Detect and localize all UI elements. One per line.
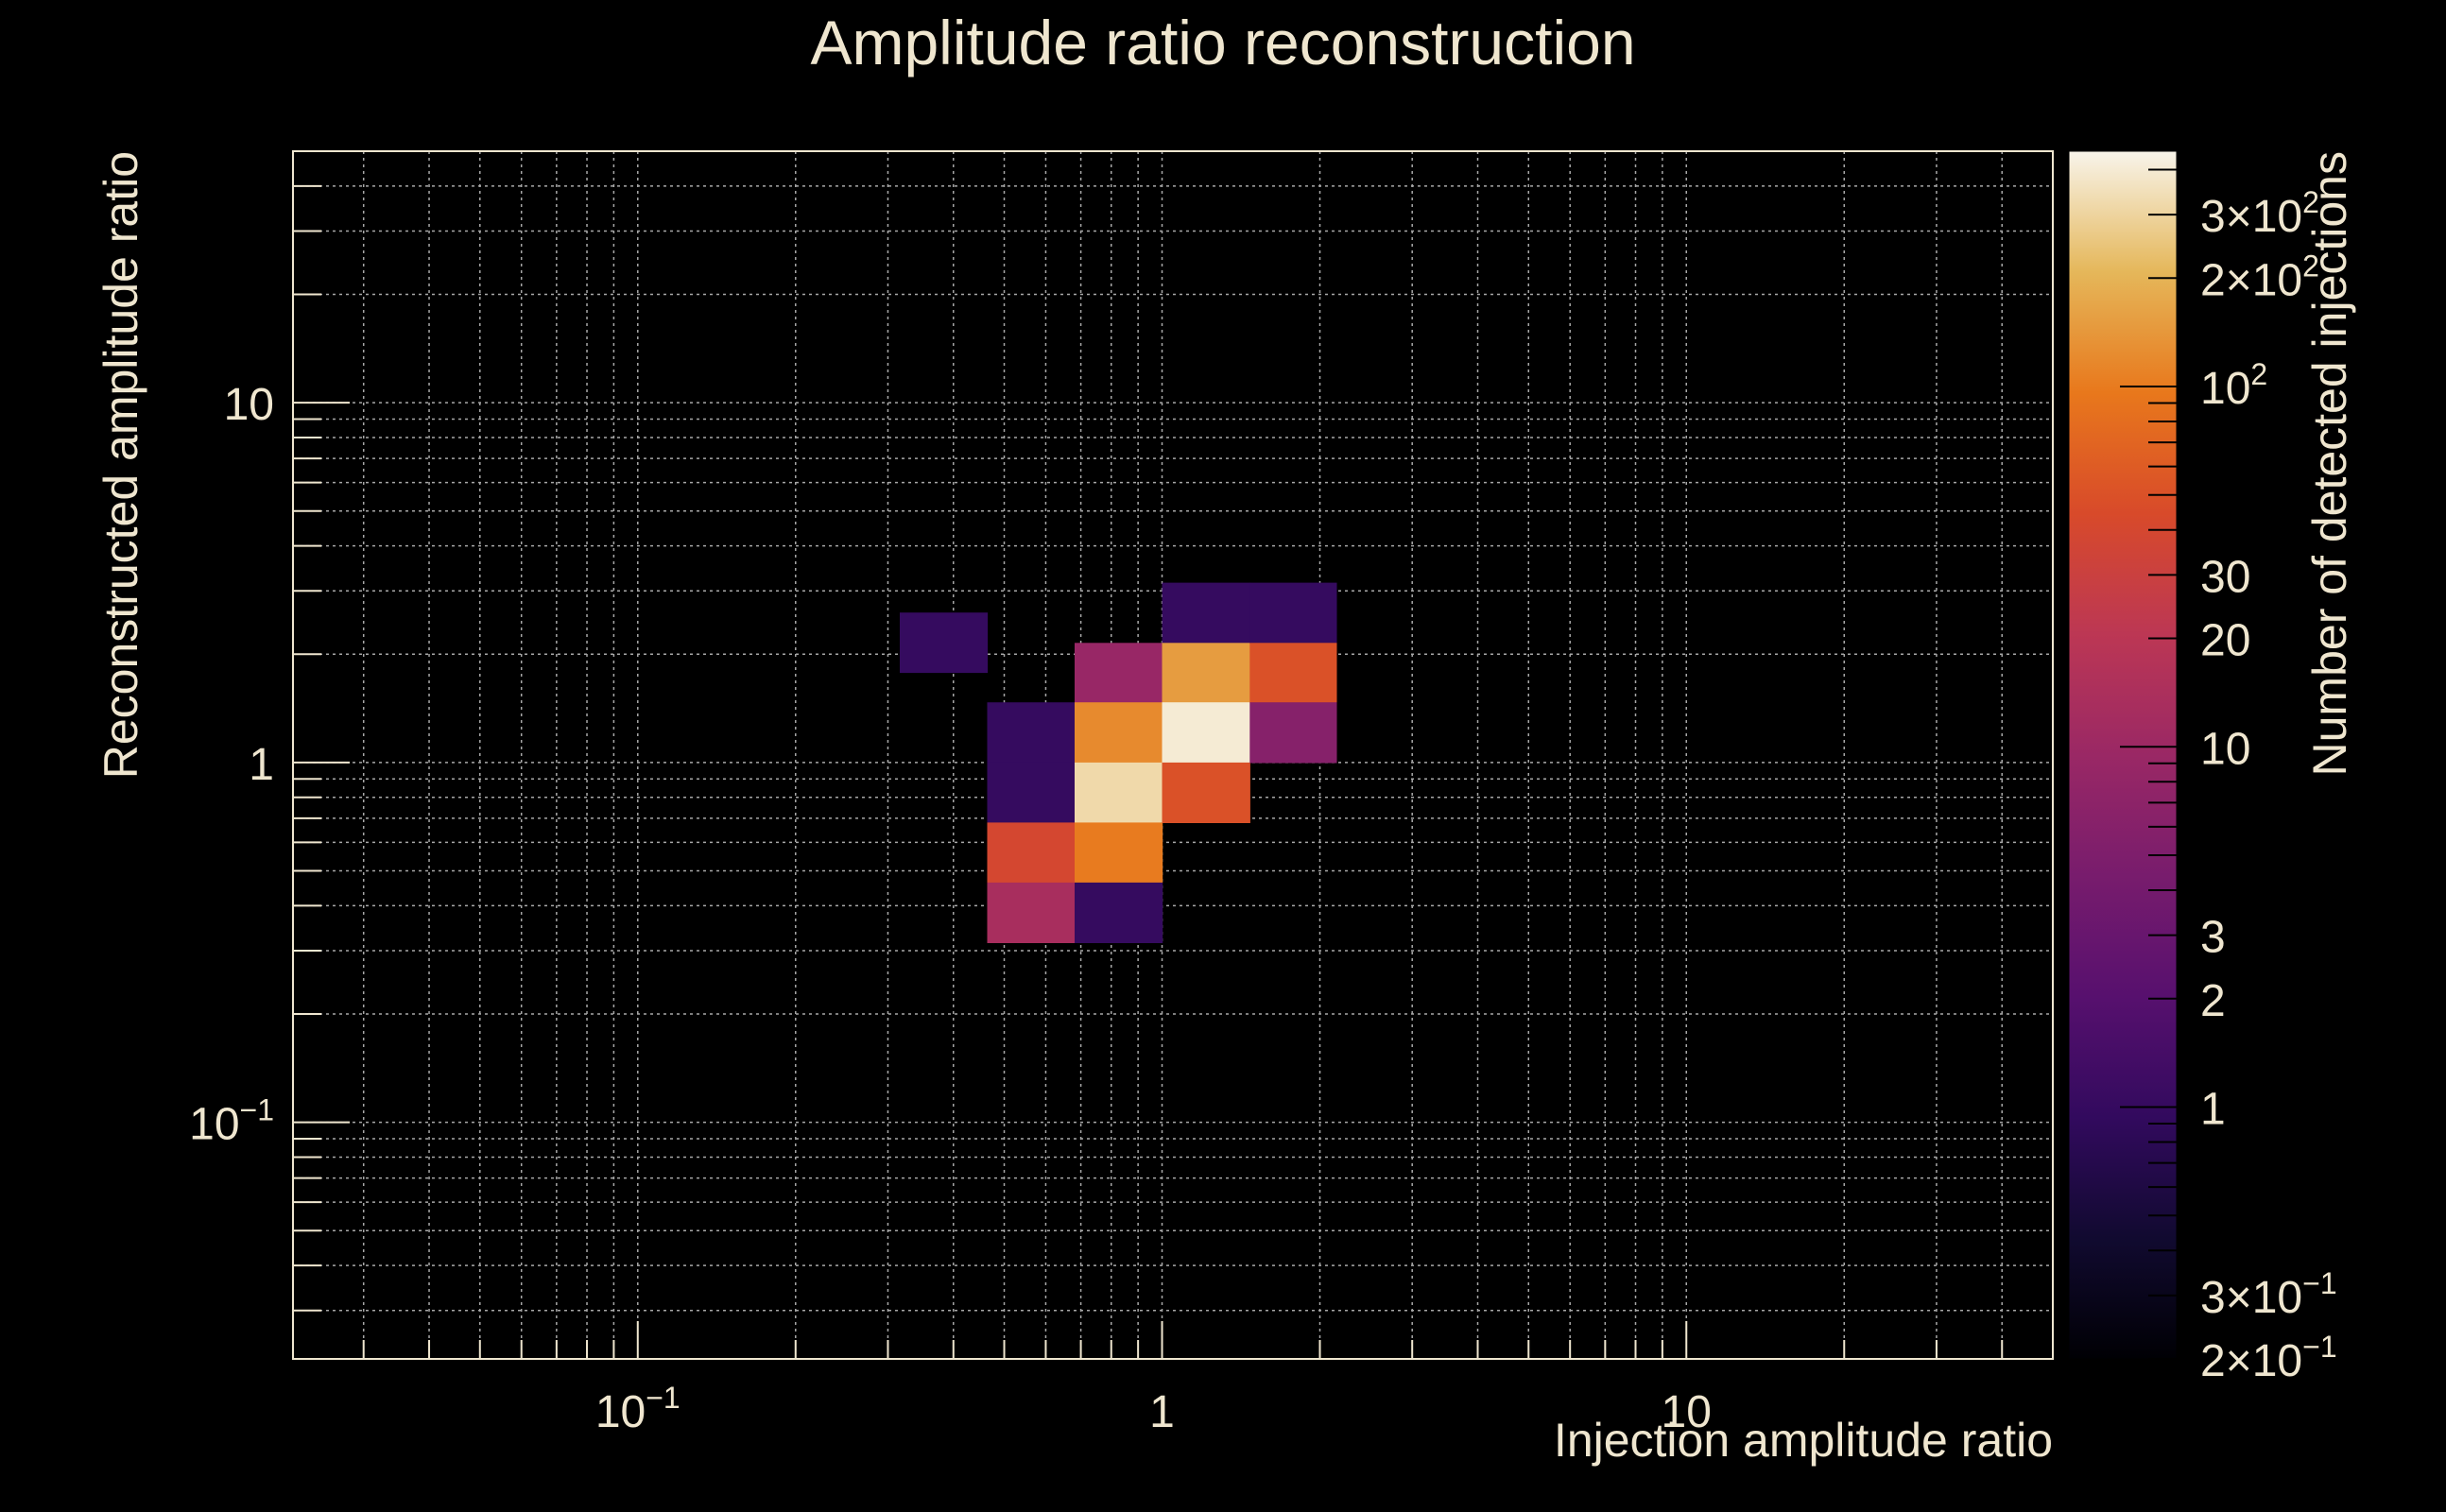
heatmap-bin [900,612,989,674]
heatmap-bin [1162,702,1250,764]
heatmap-bin [1249,582,1337,644]
colorbar-tick-label: 2×102 [2200,249,2319,305]
chart-title: Amplitude ratio reconstruction [810,8,1635,77]
heatmap-bin [987,822,1076,884]
plot-frame [292,150,2054,1360]
heatmap-bin [987,882,1076,943]
colorbar-tick-label: 30 [2200,552,2250,602]
heatmap-bin [1249,702,1337,764]
colorbar [2069,151,2177,1359]
colorbar-ticks [2068,150,2178,1360]
colorbar-tick-label: 20 [2200,616,2250,666]
heatmap-bin [1075,822,1163,884]
colorbar-tick-label: 3×10−1 [2200,1266,2337,1323]
colorbar-tick-label: 3×102 [2200,185,2319,242]
heatmap-bin [1075,702,1163,764]
y-axis-label: Reconstructed amplitude ratio [95,151,147,779]
y-tick-label: 10 [224,380,274,430]
heatmap-bin [987,702,1076,764]
heatmap-bin [1075,882,1163,943]
plot-border [292,150,2054,1360]
colorbar-tick-label: 1 [2200,1085,2226,1135]
colorbar-tick-label: 3 [2200,913,2226,963]
heatmap-bin [1075,643,1163,703]
y-tick-label: 1 [249,740,274,790]
y-tick-label: 10−1 [189,1093,274,1150]
colorbar-tick-label: 2×10−1 [2200,1330,2337,1386]
colorbar-tick-label: 10 [2200,724,2250,774]
tick-labels: 10−1 1 10 10 1 10−1 3×102 2×102 102 30 20 10 3 2 1 3×10… [189,185,2336,1437]
heatmap-bin [987,762,1076,823]
x-axis-label: Injection amplitude ratio [1554,1414,2053,1467]
colorbar-border [2068,150,2178,1360]
heatmap-bin [1162,643,1250,703]
colorbar-tick-label: 102 [2200,357,2267,414]
heatmap-bin [1249,643,1337,703]
x-tick-label: 10 [1662,1387,1712,1437]
colorbar-label: Number of detected injections [2303,151,2356,776]
heatmap-bin [1162,762,1250,823]
heatmap-bin [1162,582,1250,644]
heatmap-bin [1075,762,1163,823]
x-tick-label: 10−1 [595,1381,680,1437]
heatmap-bins [900,582,1337,943]
x-tick-label: 1 [1149,1387,1175,1437]
colorbar-tick-label: 2 [2200,976,2226,1026]
